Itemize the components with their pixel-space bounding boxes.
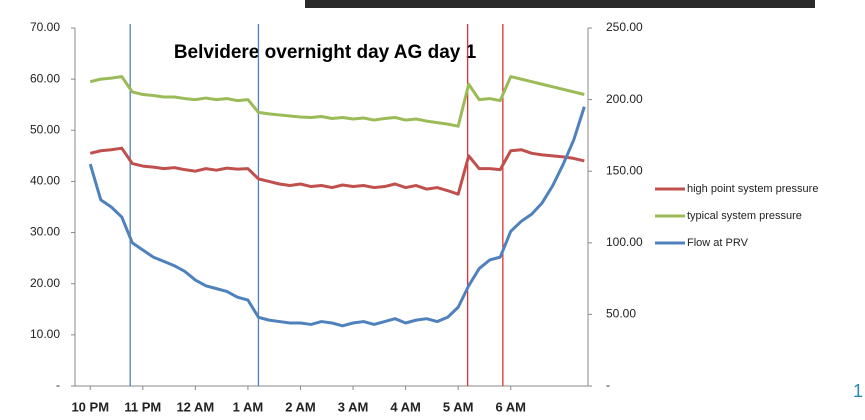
- y-tick-label: 40.00: [30, 174, 60, 188]
- photo-fragment: [305, 0, 815, 8]
- y-tick-label: 30.00: [30, 225, 60, 239]
- legend-label: high point system pressure: [687, 183, 818, 195]
- y2-tick-label: 200.00: [606, 92, 643, 106]
- chart: Belvidere overnight day AG day 1 1 - 10.0…: [0, 0, 865, 420]
- x-tick-label: 6 AM: [495, 399, 526, 414]
- x-tick-label: 5 AM: [443, 399, 474, 414]
- series-line: [90, 148, 584, 194]
- legend-label: typical system pressure: [687, 210, 802, 222]
- y-tick-label: 10.00: [30, 327, 60, 341]
- y-tick-label: 50.00: [30, 122, 60, 136]
- y-tick-label: 60.00: [30, 71, 60, 85]
- y2-tick-label: 150.00: [606, 163, 643, 177]
- chart-title: Belvidere overnight day AG day 1: [174, 42, 477, 63]
- y2-tick-label: 250.00: [606, 20, 643, 34]
- y2-tick-label: 50.00: [606, 307, 636, 321]
- legend-label: Flow at PRV: [687, 237, 749, 249]
- x-tick-label: 2 AM: [285, 399, 316, 414]
- series-line: [90, 107, 584, 326]
- x-tick-label: 12 AM: [176, 399, 214, 414]
- x-tick-label: 3 AM: [338, 399, 369, 414]
- y-tick-label: 70.00: [30, 20, 60, 34]
- y-tick-label: 20.00: [30, 276, 60, 290]
- x-tick-label: 1 AM: [233, 399, 264, 414]
- y-tick-label: -: [56, 378, 60, 392]
- y2-tick-label: 100.00: [606, 235, 643, 249]
- x-tick-label: 10 PM: [71, 399, 109, 414]
- x-tick-label: 11 PM: [124, 399, 161, 414]
- x-tick-label: 4 AM: [390, 399, 421, 414]
- slide-number: 1: [853, 381, 863, 401]
- series-line: [90, 77, 584, 127]
- y2-tick-label: -: [606, 378, 610, 392]
